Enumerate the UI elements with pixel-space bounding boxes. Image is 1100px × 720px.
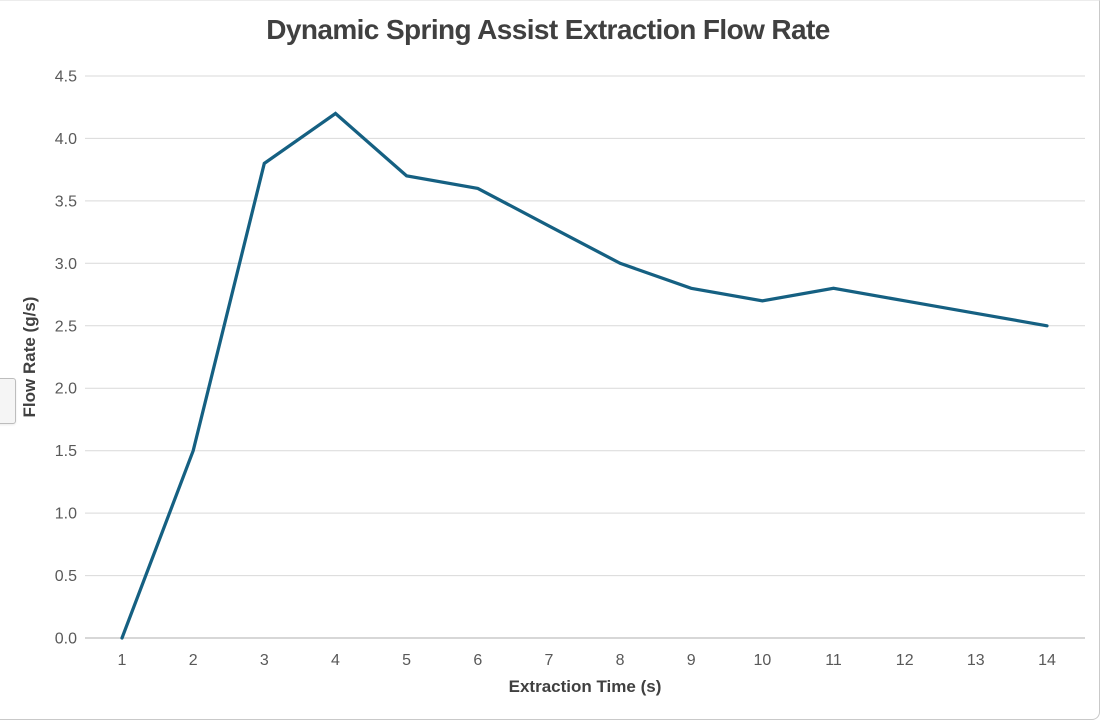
y-axis-title-text: Flow Rate (g/s): [20, 296, 39, 418]
y-tick-label: 3.0: [55, 256, 77, 273]
y-tick-label: 2.5: [55, 318, 77, 335]
y-tick-label: 4.0: [55, 131, 77, 148]
y-tick-label: 1.0: [55, 506, 77, 523]
x-tick-label: 7: [544, 652, 553, 669]
y-tick-label: 2.0: [55, 381, 77, 398]
x-tick-label: 14: [1038, 652, 1056, 669]
x-tick-label: 11: [825, 652, 842, 669]
y-tick-label: 1.5: [55, 443, 77, 460]
x-tick-label: 8: [616, 652, 625, 669]
x-tick-label: 3: [260, 652, 269, 669]
series-line: [120, 111, 1049, 640]
x-axis-title: Extraction Time (s): [508, 677, 662, 696]
y-tick-label: 0.5: [55, 568, 77, 585]
y-tick-label: 0.0: [55, 631, 77, 648]
chart-title: Dynamic Spring Assist Extraction Flow Ra…: [266, 14, 830, 45]
y-tick-label: 3.5: [55, 193, 77, 210]
x-tick-label: 4: [331, 652, 340, 669]
x-tick-label: 6: [473, 652, 482, 669]
x-tick-label: 2: [189, 652, 198, 669]
x-tick-label: 9: [687, 652, 696, 669]
x-tick-label: 10: [754, 652, 772, 669]
x-tick-label: 13: [967, 652, 985, 669]
x-tick-label: 1: [118, 652, 127, 669]
x-tick-label: 5: [402, 652, 411, 669]
collapsed-panel-handle[interactable]: [0, 378, 16, 424]
x-tick-label: 12: [896, 652, 914, 669]
y-tick-label: 4.5: [55, 69, 77, 86]
